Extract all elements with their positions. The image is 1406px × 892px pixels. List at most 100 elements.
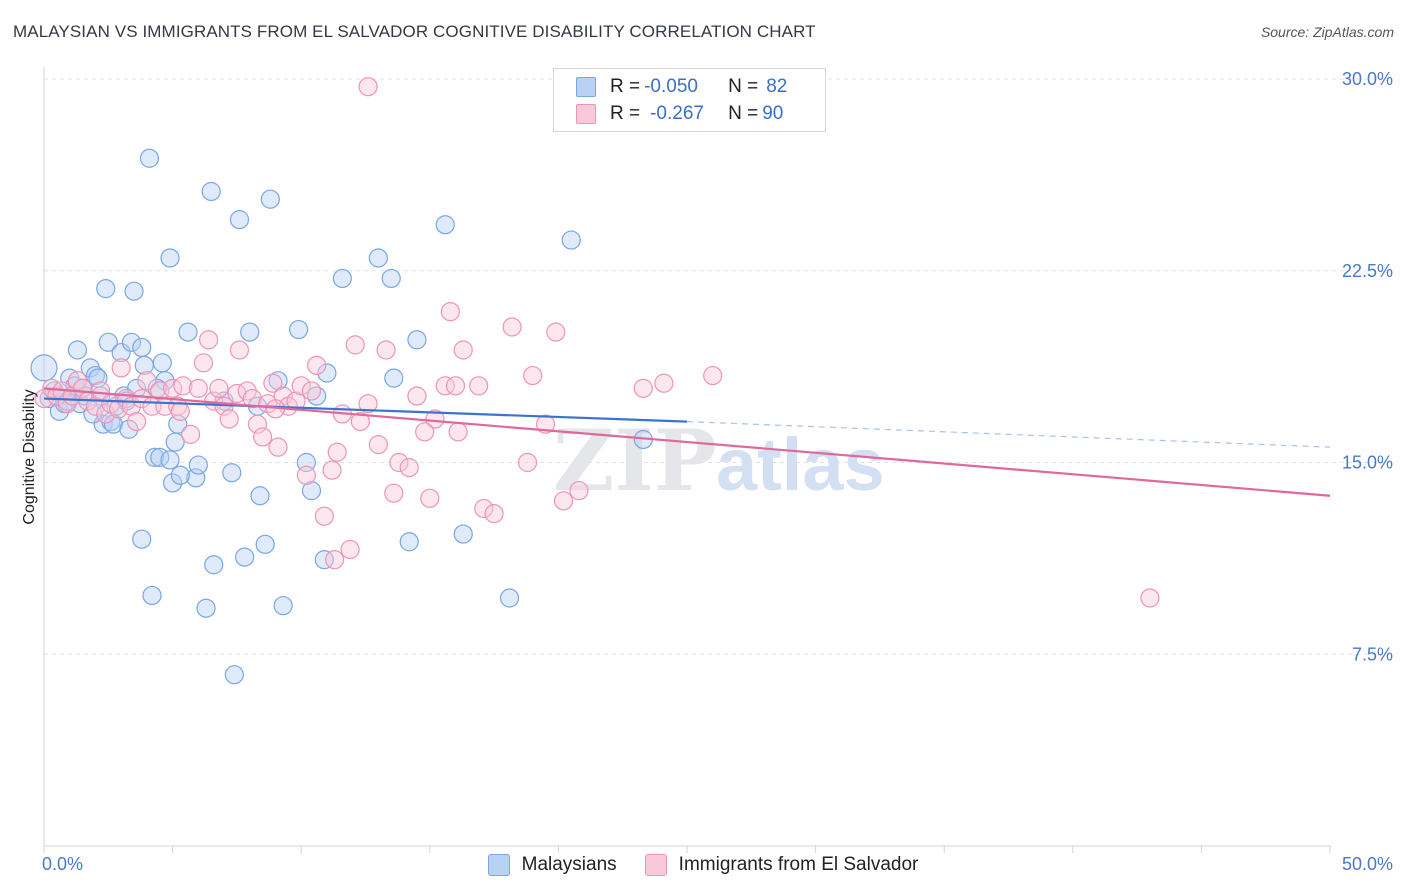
malaysian-point <box>126 378 147 398</box>
malaysian-point <box>317 363 337 383</box>
el-salvador-point <box>350 411 370 432</box>
malaysian-point <box>160 450 180 470</box>
el-salvador-point <box>325 550 345 570</box>
watermark-atlas: atlas <box>716 423 885 506</box>
malaysian-point <box>96 279 116 299</box>
el-salvador-point <box>420 488 440 508</box>
malaysian-point <box>142 585 162 606</box>
el-salvador-point <box>523 365 543 386</box>
malaysian-trend-line <box>43 397 688 423</box>
el-salvador-point <box>126 411 147 432</box>
malaysian-point <box>399 532 419 552</box>
el-salvador-point <box>85 396 106 416</box>
malaysian-point <box>260 189 280 209</box>
el-salvador-point <box>247 414 268 434</box>
el-salvador-point <box>193 353 214 373</box>
malaysian-point <box>314 550 334 570</box>
el-salvador-point <box>546 322 566 342</box>
malaysian-point <box>124 281 144 301</box>
legend-label-el-salvador: Immigrants from El Salvador <box>678 854 919 875</box>
el-salvador-point <box>389 452 409 473</box>
el-salvador-point <box>307 355 327 375</box>
malaysian-point <box>435 215 455 235</box>
malaysian-point <box>235 547 255 567</box>
el-salvador-point <box>502 317 522 337</box>
malaysian-point <box>204 555 224 575</box>
el-salvador-point <box>301 381 322 401</box>
el-salvador-point <box>111 358 131 378</box>
el-salvador-point <box>168 396 188 416</box>
axis-labels: 7.5% 15.0% 22.5% 30.0% 0.0% 50.0% Cognitive Di… <box>21 69 1393 874</box>
legend-swatch-blue <box>487 854 510 876</box>
axes <box>43 67 1331 853</box>
el-salvador-point <box>368 435 388 455</box>
legend-swatch-pink <box>576 104 596 124</box>
el-salvador-point <box>322 460 342 480</box>
x-tick-label-min: 0.0% <box>42 854 83 874</box>
el-salvador-point <box>291 376 311 396</box>
malaysian-point <box>30 354 58 382</box>
malaysian-point <box>273 596 293 616</box>
el-salvador-point <box>268 437 288 457</box>
el-salvador-point <box>469 376 489 396</box>
el-salvador-point <box>654 373 674 393</box>
el-salvador-point <box>170 401 190 421</box>
malaysian-point <box>289 319 309 340</box>
malaysian-point <box>196 598 216 618</box>
n-value: 90 <box>762 103 784 124</box>
malaysian-point <box>67 340 88 360</box>
malaysian-point <box>384 368 404 388</box>
malaysian-point <box>178 322 198 342</box>
y-tick-label: 15.0% <box>1342 453 1393 473</box>
y-tick-label: 22.5% <box>1342 261 1393 281</box>
legend-row-malaysians: R = -0.050 N = 82 <box>554 74 787 100</box>
malaysian-point <box>368 248 388 268</box>
el-salvador-point <box>415 422 435 442</box>
malaysian-point <box>85 365 106 386</box>
gridlines <box>44 78 1395 655</box>
malaysian-point <box>240 322 260 342</box>
malaysian-point <box>224 665 244 685</box>
el-salvador-point <box>358 394 378 414</box>
legend-item-malaysians: Malaysians <box>487 854 617 876</box>
el-salvador-point <box>209 378 229 398</box>
el-salvador-point <box>47 386 67 406</box>
r-label: R = <box>610 76 641 97</box>
el-salvador-point <box>327 442 347 462</box>
el-salvador-point <box>633 378 653 398</box>
el-salvador-point <box>358 77 378 97</box>
legend-label-malaysians: Malaysians <box>521 854 617 875</box>
malaysian-point <box>255 534 275 554</box>
x-tick-label-max: 50.0% <box>1342 854 1393 874</box>
el-salvador-point <box>453 340 473 360</box>
el-salvador-point <box>188 378 208 398</box>
malaysian-point <box>250 486 270 506</box>
legend-item-el-salvador: Immigrants from El Salvador <box>644 854 919 876</box>
malaysian-point <box>152 353 172 373</box>
el-salvador-point <box>484 504 504 524</box>
el-salvador-point <box>181 424 201 444</box>
malaysian-point <box>201 181 221 202</box>
malaysian-point <box>332 268 352 289</box>
n-label: N = <box>728 76 759 97</box>
el-salvador-point <box>407 386 427 406</box>
el-salvador-point <box>229 340 250 360</box>
chart-title: MALAYSIAN VS IMMIGRANTS FROM EL SALVADOR… <box>13 22 816 41</box>
n-value: 82 <box>766 76 788 97</box>
el-salvador-point <box>1140 588 1160 608</box>
el-salvador-point <box>137 371 157 391</box>
el-salvador-point <box>703 365 723 386</box>
malaysian-point <box>98 332 118 352</box>
malaysian-point <box>301 481 322 501</box>
el-salvador-point <box>340 539 360 560</box>
trend-lines <box>43 387 1331 497</box>
el-salvador-point <box>296 465 316 485</box>
malaysian-point <box>453 524 473 544</box>
el-salvador-point <box>219 409 239 429</box>
legend-swatch-pink <box>644 854 667 876</box>
series-legend: Malaysians Immigrants from El Salvador <box>0 851 1406 879</box>
malaysian-point <box>407 330 427 350</box>
malaysian-point <box>144 447 165 467</box>
el-salvador-point <box>242 388 262 409</box>
